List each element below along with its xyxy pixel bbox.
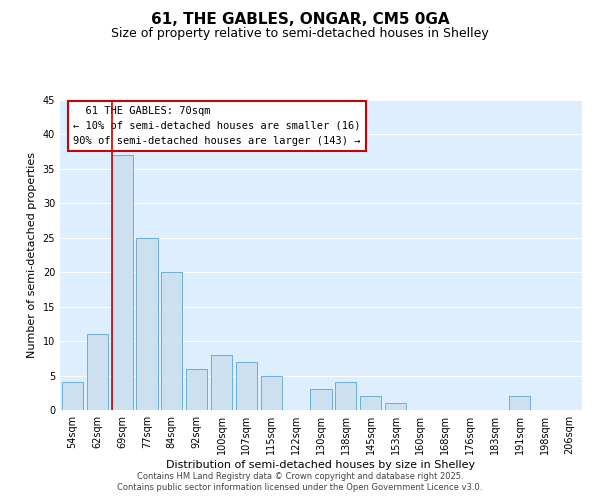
Bar — [161, 272, 182, 410]
Bar — [186, 368, 207, 410]
Text: 61 THE GABLES: 70sqm
← 10% of semi-detached houses are smaller (16)
90% of semi-: 61 THE GABLES: 70sqm ← 10% of semi-detac… — [73, 106, 361, 146]
Bar — [62, 382, 83, 410]
Text: Contains public sector information licensed under the Open Government Licence v3: Contains public sector information licen… — [118, 484, 482, 492]
Bar — [236, 362, 257, 410]
Y-axis label: Number of semi-detached properties: Number of semi-detached properties — [27, 152, 37, 358]
Bar — [360, 396, 381, 410]
Bar — [310, 390, 332, 410]
Bar — [261, 376, 282, 410]
Bar — [87, 334, 108, 410]
Bar — [112, 155, 133, 410]
Bar — [509, 396, 530, 410]
Bar — [211, 355, 232, 410]
Text: Contains HM Land Registry data © Crown copyright and database right 2025.: Contains HM Land Registry data © Crown c… — [137, 472, 463, 481]
Bar — [136, 238, 158, 410]
Bar — [385, 403, 406, 410]
Text: 61, THE GABLES, ONGAR, CM5 0GA: 61, THE GABLES, ONGAR, CM5 0GA — [151, 12, 449, 28]
X-axis label: Distribution of semi-detached houses by size in Shelley: Distribution of semi-detached houses by … — [166, 460, 476, 470]
Text: Size of property relative to semi-detached houses in Shelley: Size of property relative to semi-detach… — [111, 28, 489, 40]
Bar — [335, 382, 356, 410]
